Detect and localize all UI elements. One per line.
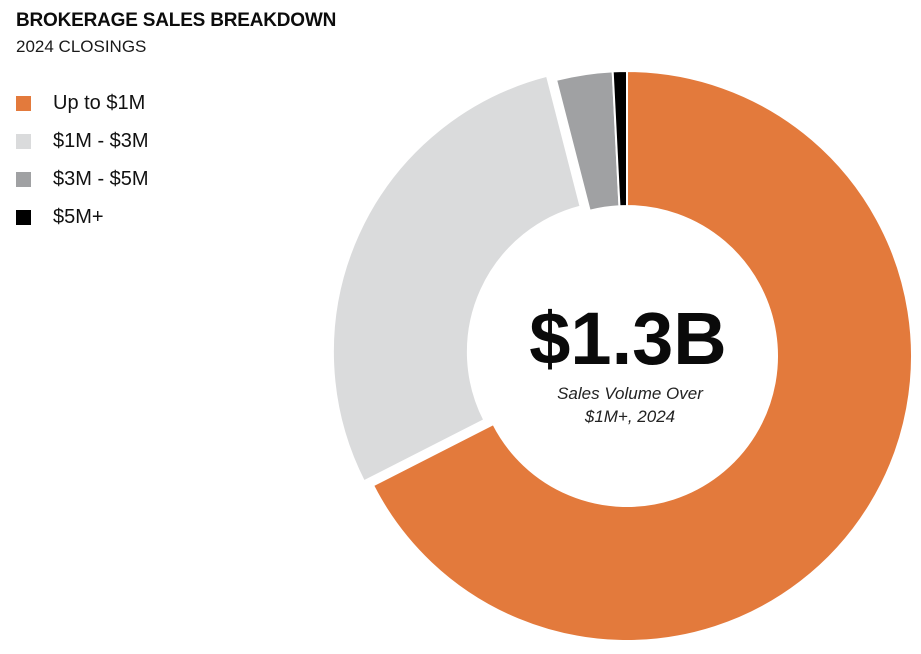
legend-label: $5M+ <box>53 205 104 228</box>
legend-item-1m-3m: $1M - $3M <box>16 122 149 160</box>
slice-up-to-1m <box>371 69 913 642</box>
legend-label: Up to $1M <box>53 91 146 114</box>
slice-1m-3m <box>331 74 582 483</box>
legend-item-up-to-1m: Up to $1M <box>16 84 149 122</box>
legend-swatch <box>16 171 31 187</box>
center-caption-line1: Sales Volume Over <box>557 384 704 403</box>
legend-swatch <box>16 95 31 111</box>
legend-item-3m-5m: $3M - $5M <box>16 160 149 198</box>
legend-swatch <box>16 133 31 149</box>
legend-swatch <box>16 209 31 225</box>
legend-item-5m-plus: $5M+ <box>16 198 149 236</box>
legend: Up to $1M $1M - $3M $3M - $5M $5M+ <box>16 84 149 236</box>
chart-title: BROKERAGE SALES BREAKDOWN <box>16 10 337 31</box>
legend-label: $1M - $3M <box>53 129 149 152</box>
center-caption-line2: $1M+, 2024 <box>584 407 675 426</box>
legend-label: $3M - $5M <box>53 167 149 190</box>
chart-subtitle: 2024 CLOSINGS <box>16 37 147 56</box>
donut-slices <box>331 69 913 642</box>
center-value: $1.3B <box>529 297 726 380</box>
slice-5m-plus <box>611 69 628 208</box>
